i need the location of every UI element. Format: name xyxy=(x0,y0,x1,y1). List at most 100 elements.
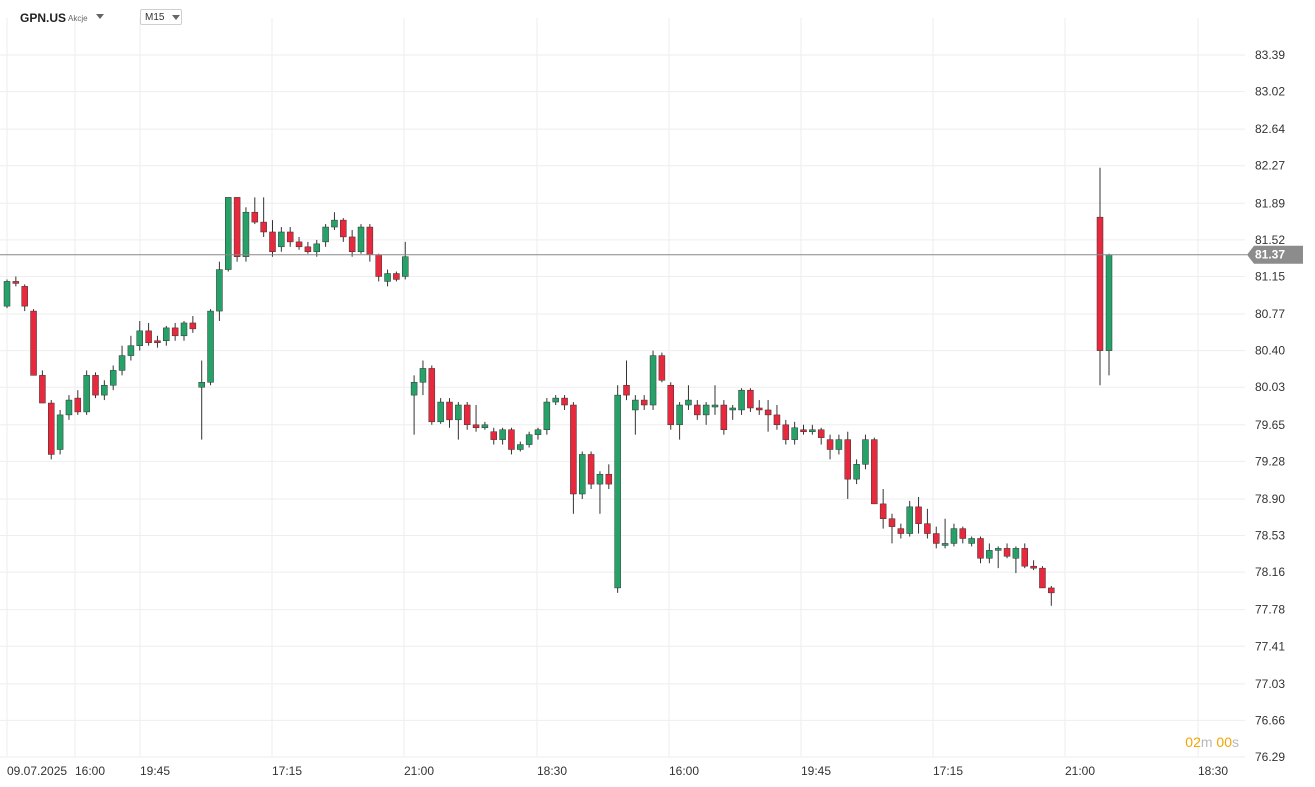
candle[interactable] xyxy=(1030,560,1037,571)
symbol-dropdown-chevron-icon[interactable] xyxy=(96,14,104,19)
candle[interactable] xyxy=(791,421,798,445)
candle[interactable] xyxy=(340,218,347,242)
candle[interactable] xyxy=(968,536,975,547)
candle[interactable] xyxy=(499,427,506,445)
candle[interactable] xyxy=(286,227,294,247)
candle[interactable] xyxy=(676,402,683,440)
candle[interactable] xyxy=(322,224,329,247)
candle[interactable] xyxy=(180,320,188,341)
candle[interactable] xyxy=(711,385,719,415)
candle[interactable] xyxy=(570,402,577,514)
candle[interactable] xyxy=(39,370,46,404)
candle[interactable] xyxy=(65,395,73,420)
candle[interactable] xyxy=(56,409,64,455)
candle[interactable] xyxy=(871,437,878,505)
candle[interactable] xyxy=(879,489,887,529)
candle[interactable] xyxy=(729,405,736,420)
candle[interactable] xyxy=(1048,585,1055,606)
candle[interactable] xyxy=(782,419,790,445)
candle[interactable] xyxy=(366,224,374,262)
candle[interactable] xyxy=(809,424,816,435)
candle[interactable] xyxy=(304,241,312,254)
candle[interactable] xyxy=(455,402,462,440)
candle[interactable] xyxy=(941,518,949,549)
candle[interactable] xyxy=(614,385,621,593)
candle[interactable] xyxy=(101,380,108,401)
candle[interactable] xyxy=(756,400,763,415)
candle[interactable] xyxy=(375,253,382,282)
candle[interactable] xyxy=(587,451,595,490)
candle[interactable] xyxy=(897,523,905,539)
candle[interactable] xyxy=(92,372,99,399)
candle[interactable] xyxy=(216,261,223,321)
candle[interactable] xyxy=(446,398,453,428)
candle[interactable] xyxy=(331,212,338,231)
candle[interactable] xyxy=(109,365,117,391)
candle[interactable] xyxy=(959,526,967,544)
candle[interactable] xyxy=(189,316,197,333)
candle[interactable] xyxy=(269,220,276,257)
candle[interactable] xyxy=(977,536,984,564)
candle[interactable] xyxy=(463,402,471,430)
candle[interactable] xyxy=(136,320,143,351)
candle[interactable] xyxy=(83,370,90,415)
candle[interactable] xyxy=(48,400,55,460)
candle[interactable] xyxy=(747,388,754,412)
candle[interactable] xyxy=(295,236,303,250)
candle[interactable] xyxy=(888,513,896,544)
candle[interactable] xyxy=(472,405,480,432)
candle[interactable] xyxy=(800,424,807,435)
candle[interactable] xyxy=(251,197,259,225)
candle[interactable] xyxy=(933,526,940,549)
candle[interactable] xyxy=(357,224,365,254)
candle[interactable] xyxy=(207,309,214,386)
candle[interactable] xyxy=(517,441,524,452)
candle[interactable] xyxy=(428,365,436,425)
candle[interactable] xyxy=(154,335,161,348)
symbol-name[interactable]: GPN.US xyxy=(20,11,67,25)
candle[interactable] xyxy=(3,279,11,309)
candle[interactable] xyxy=(826,434,834,460)
candle[interactable] xyxy=(525,431,533,448)
candle[interactable] xyxy=(242,207,250,262)
candle[interactable] xyxy=(384,269,391,287)
candle[interactable] xyxy=(278,227,285,252)
candle[interactable] xyxy=(260,197,267,237)
candle[interactable] xyxy=(924,508,931,539)
candle[interactable] xyxy=(685,385,692,410)
candle[interactable] xyxy=(12,276,20,287)
candle[interactable] xyxy=(163,325,170,346)
candle[interactable] xyxy=(623,360,630,401)
candle[interactable] xyxy=(552,395,559,406)
candle[interactable] xyxy=(1105,253,1113,376)
candle[interactable] xyxy=(1096,167,1104,386)
candle[interactable] xyxy=(694,400,701,420)
candle[interactable] xyxy=(30,309,37,376)
candle[interactable] xyxy=(862,434,869,470)
candle[interactable] xyxy=(640,395,648,410)
candle[interactable] xyxy=(508,427,515,455)
candle[interactable] xyxy=(171,322,179,341)
candle[interactable] xyxy=(1021,543,1028,569)
candle[interactable] xyxy=(419,360,427,396)
candle[interactable] xyxy=(915,496,922,534)
candle[interactable] xyxy=(906,500,913,537)
candle[interactable] xyxy=(1039,566,1046,589)
candle[interactable] xyxy=(543,398,551,435)
candle[interactable] xyxy=(74,390,82,415)
candle[interactable] xyxy=(437,398,444,424)
candle[interactable] xyxy=(481,421,489,430)
candle[interactable] xyxy=(118,345,126,376)
candle[interactable] xyxy=(145,322,152,346)
candle[interactable] xyxy=(1003,543,1011,559)
candle[interactable] xyxy=(313,239,320,257)
candle[interactable] xyxy=(402,241,409,280)
candle[interactable] xyxy=(410,375,418,435)
timeframe-select[interactable]: M15 xyxy=(140,9,182,25)
candle[interactable] xyxy=(348,230,356,257)
candle[interactable] xyxy=(773,405,781,430)
candle[interactable] xyxy=(853,459,860,485)
candle[interactable] xyxy=(649,350,657,410)
candle[interactable] xyxy=(534,427,542,440)
